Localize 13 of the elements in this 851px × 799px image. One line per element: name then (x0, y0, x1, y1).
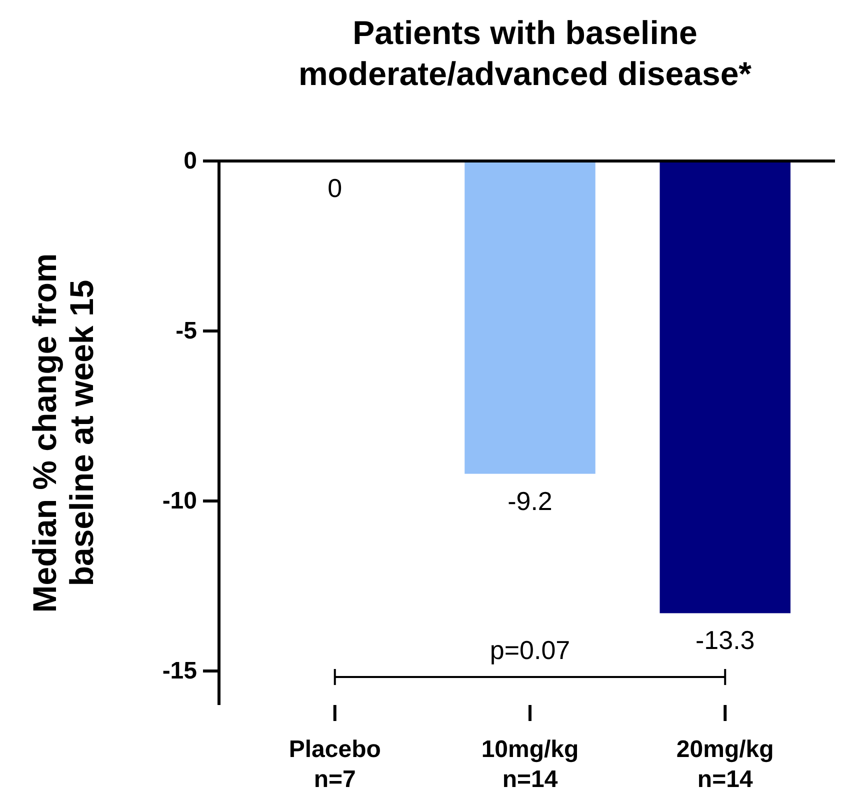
y-axis-title: Median % change from baseline at week 15 (26, 253, 100, 613)
y-tick-label: 0 (184, 148, 197, 175)
x-tick-label: Placebo n=7 (288, 736, 381, 793)
x-tick-label: 10mg/kg n=14 (481, 736, 579, 793)
y-tick-label: -10 (162, 488, 197, 515)
x-tick-label: 20mg/kg n=14 (676, 736, 774, 793)
chart-title: Patients with baseline moderate/advanced disease* (298, 14, 752, 92)
annotation: p=0.07 (490, 635, 570, 665)
data-label: -9.2 (508, 486, 552, 516)
data-label: -13.3 (695, 625, 755, 656)
data-label: 0 (328, 173, 342, 203)
y-tick-label: -15 (162, 658, 197, 685)
y-tick-label: -5 (176, 318, 197, 345)
